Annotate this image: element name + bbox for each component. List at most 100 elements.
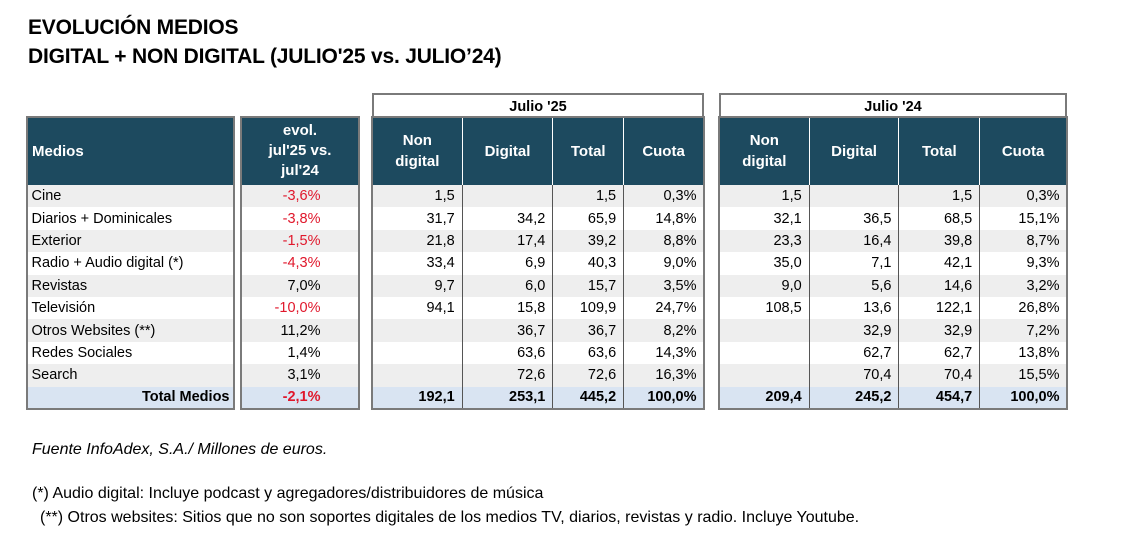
medio-cell: Redes Sociales (27, 341, 234, 365)
evol-cell: -2,1% (241, 386, 359, 409)
non-digital-cell: 9,0 (719, 274, 810, 297)
total-cell: 39,8 (898, 229, 980, 253)
total-row: Total Medios (27, 386, 234, 409)
evol-header: evol. jul'25 vs. jul'24 (241, 117, 359, 185)
non-digital-cell: 9,7 (372, 274, 463, 297)
total-cell: 1,5 (898, 185, 980, 208)
report-title-line2: DIGITAL + NON DIGITAL (JULIO'25 vs. JULI… (28, 45, 502, 68)
table-row: Revistas (27, 274, 234, 297)
total-row: 209,4 245,2 454,7 100,0% (719, 386, 1067, 409)
medio-cell: Diarios + Dominicales (27, 207, 234, 230)
julio25-group-header: Julio '25 (372, 93, 704, 117)
cuota-cell: 100,0% (623, 386, 704, 409)
total-cell: 14,6 (898, 274, 980, 297)
medio-cell: Exterior (27, 229, 234, 253)
non-digital-cell: 94,1 (372, 296, 463, 320)
footnote-websites: (**) Otros websites: Sitios que no son s… (40, 509, 860, 526)
table-row: 33,4 6,9 40,3 9,0% (372, 252, 704, 275)
table-row: -1,5% (241, 229, 359, 253)
non-digital-cell: 21,8 (372, 229, 463, 253)
table-row: 62,7 62,7 13,8% (719, 341, 1067, 365)
julio25-table: Non digital Digital Total Cuota 1,5 1,5 0,3… (372, 117, 704, 409)
julio24-digital-header: Digital (808, 117, 900, 185)
digital-cell: 36,7 (461, 319, 553, 342)
non-digital-cell (372, 341, 463, 365)
julio24-cuota-header: Cuota (979, 117, 1067, 185)
medio-cell: Total Medios (27, 386, 234, 409)
non-digital-cell: 108,5 (719, 296, 810, 320)
table-row: -3,8% (241, 207, 359, 230)
cuota-cell: 16,3% (623, 364, 704, 387)
evol-cell: -3,6% (241, 185, 359, 208)
total-cell: 109,9 (552, 296, 624, 320)
digital-cell: 253,1 (461, 386, 553, 409)
footnote-audio: (*) Audio digital: Incluye podcast y agr… (32, 485, 544, 502)
julio25-cuota-header: Cuota (623, 117, 704, 185)
julio25-nondigital-header-line1: Non (402, 132, 432, 149)
table-row: Otros Websites (**) (27, 319, 234, 342)
evol-header-line1: evol. (282, 122, 318, 139)
julio24-nondigital-header: Non digital (719, 117, 810, 185)
evol-cell: -1,5% (241, 229, 359, 253)
julio24-group-header: Julio '24 (719, 93, 1067, 117)
non-digital-cell: 31,7 (372, 207, 463, 230)
table-row: Cine (27, 185, 234, 208)
report-title-line1: EVOLUCIÓN MEDIOS (28, 16, 239, 39)
table-row: Search (27, 364, 234, 387)
non-digital-cell: 33,4 (372, 252, 463, 275)
julio24-block: Julio '24 Non digital Digital Total Cuota… (718, 93, 1068, 410)
non-digital-cell: 23,3 (719, 229, 810, 253)
evol-table: evol. jul'25 vs. jul'24 -3,6% -3,8% -1,5% -… (241, 117, 359, 409)
cuota-cell: 9,0% (623, 252, 704, 275)
cuota-cell: 24,7% (623, 296, 704, 320)
total-cell: 65,9 (552, 207, 624, 230)
table-row: 36,7 36,7 8,2% (372, 319, 704, 342)
non-digital-cell: 1,5 (372, 185, 463, 208)
digital-cell: 36,5 (808, 207, 899, 230)
evol-cell: -4,3% (241, 252, 359, 275)
evol-cell: -10,0% (241, 296, 359, 320)
table-row: -3,6% (241, 185, 359, 208)
table-row: 11,2% (241, 319, 359, 342)
julio25-block: Julio '25 Non digital Digital Total Cuota… (371, 93, 705, 410)
table-row: 72,6 72,6 16,3% (372, 364, 704, 387)
non-digital-cell (719, 341, 810, 365)
digital-cell (461, 185, 553, 208)
total-cell: 39,2 (552, 229, 624, 253)
table-row: 31,7 34,2 65,9 14,8% (372, 207, 704, 230)
table-row: 3,1% (241, 364, 359, 387)
table-row: Redes Sociales (27, 341, 234, 365)
evol-cell: 3,1% (241, 364, 359, 387)
table-row: 70,4 70,4 15,5% (719, 364, 1067, 387)
medio-cell: Otros Websites (**) (27, 319, 234, 342)
evol-cell: -3,8% (241, 207, 359, 230)
cuota-cell: 100,0% (979, 386, 1067, 409)
non-digital-cell (719, 319, 810, 342)
digital-cell: 63,6 (461, 341, 553, 365)
medios-table: Medios Cine Diarios + Dominicales Exterior… (27, 117, 234, 409)
cuota-cell: 7,2% (979, 319, 1067, 342)
total-cell: 36,7 (552, 319, 624, 342)
digital-cell: 245,2 (808, 386, 899, 409)
medio-cell: Radio + Audio digital (*) (27, 252, 234, 275)
total-cell: 15,7 (552, 274, 624, 297)
cuota-cell: 3,2% (979, 274, 1067, 297)
julio24-table: Non digital Digital Total Cuota 1,5 1,5 0,3… (719, 117, 1067, 409)
total-cell: 72,6 (552, 364, 624, 387)
table-row: 1,5 1,5 0,3% (719, 185, 1067, 208)
evol-header-line3: jul'24 (281, 162, 319, 179)
digital-cell: 62,7 (808, 341, 899, 365)
non-digital-cell (719, 364, 810, 387)
cuota-cell: 14,8% (623, 207, 704, 230)
table-row: Diarios + Dominicales (27, 207, 234, 230)
table-row: 108,5 13,6 122,1 26,8% (719, 296, 1067, 320)
cuota-cell: 0,3% (623, 185, 704, 208)
total-cell: 1,5 (552, 185, 624, 208)
table-row: 21,8 17,4 39,2 8,8% (372, 229, 704, 253)
julio25-nondigital-header: Non digital (372, 117, 463, 185)
medio-cell: Search (27, 364, 234, 387)
cuota-cell: 26,8% (979, 296, 1067, 320)
total-cell: 63,6 (552, 341, 624, 365)
cuota-cell: 8,7% (979, 229, 1067, 253)
non-digital-cell (372, 319, 463, 342)
